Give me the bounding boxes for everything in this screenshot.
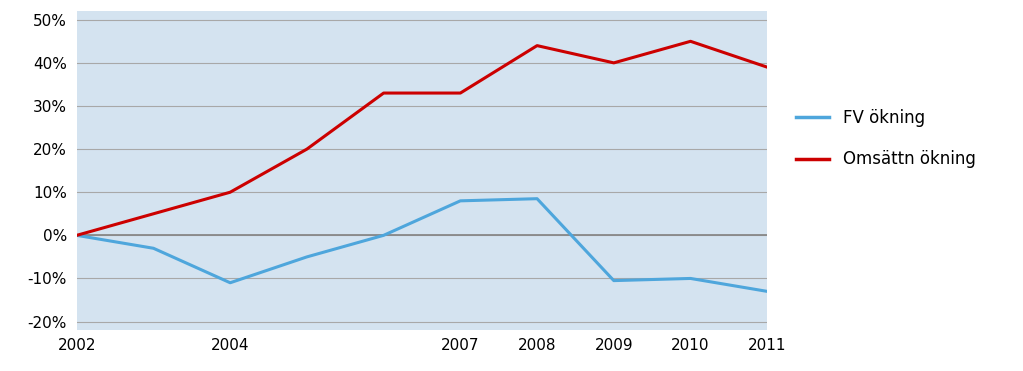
Legend: FV ökning, Omsättn ökning: FV ökning, Omsättn ökning [790, 102, 982, 175]
